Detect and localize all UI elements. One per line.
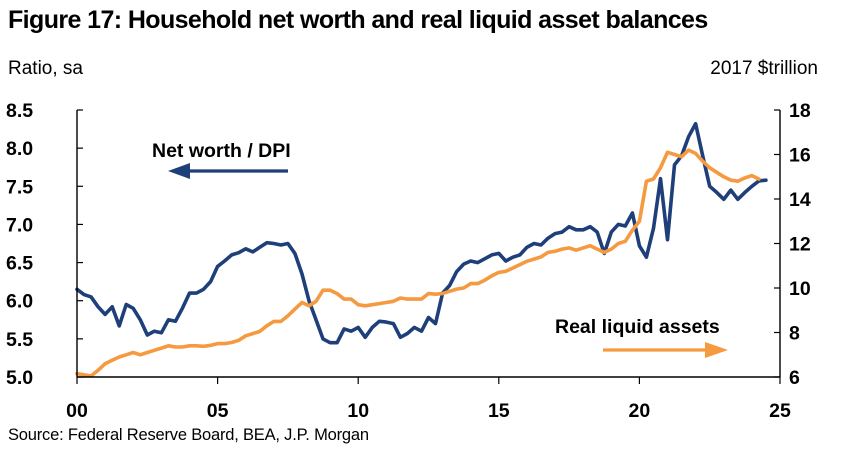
right-axis-tick-label: 18 — [789, 100, 811, 122]
right-arrow-icon — [705, 342, 728, 358]
net-worth-dpi-line — [75, 121, 768, 345]
right-axis-tick-label: 16 — [789, 145, 811, 167]
x-axis-tick-label: 15 — [488, 400, 510, 422]
series-lines — [75, 121, 768, 378]
left-axis-tick-label: 5.0 — [6, 367, 33, 389]
annotations: Net worth / DPI Real liquid assets — [152, 140, 728, 358]
left-axis-tick-label: 5.5 — [6, 329, 33, 351]
left-axis-tick-label: 8.5 — [6, 100, 33, 122]
x-axis-tick-label: 00 — [66, 400, 88, 422]
left-axis-tick-label: 7.0 — [6, 214, 33, 236]
chart-title: Figure 17: Household net worth and real … — [8, 6, 708, 34]
right-axis-tick-label: 8 — [789, 323, 800, 345]
source-note: Source: Federal Reserve Board, BEA, J.P.… — [8, 426, 369, 444]
x-axis-tick-label: 05 — [207, 400, 229, 422]
net-worth-annotation-label: Net worth / DPI — [152, 140, 291, 162]
right-axis-tick-label: 12 — [789, 234, 811, 256]
right-axis-tick-label: 14 — [789, 189, 811, 211]
x-axis-tick-label: 20 — [629, 400, 651, 422]
left-axis-tick-label: 6.5 — [6, 253, 33, 275]
left-axis-tick-label: 6.0 — [6, 291, 33, 313]
liquid-assets-annotation-label: Real liquid assets — [555, 316, 720, 338]
left-axis-tick-label: 8.0 — [6, 138, 33, 160]
right-axis-tick-label: 10 — [789, 278, 811, 300]
real-liquid-assets-line — [75, 148, 761, 378]
axes — [76, 110, 781, 378]
left-axis-tick-label: 7.5 — [6, 176, 33, 198]
axis-ticks — [76, 109, 781, 384]
left-axis-unit-label: Ratio, sa — [8, 58, 83, 79]
right-axis-tick-label: 6 — [789, 367, 800, 389]
left-arrow-icon — [168, 163, 190, 179]
x-axis-tick-label: 25 — [769, 400, 791, 422]
x-axis-tick-label: 10 — [347, 400, 369, 422]
tick-labels: 5.0 5.5 6.0 6.5 7.0 7.5 8.0 8.5 6 8 10 12 14 16 18 00 05… — [6, 100, 811, 422]
right-axis-unit-label: 2017 $trillion — [710, 58, 818, 79]
